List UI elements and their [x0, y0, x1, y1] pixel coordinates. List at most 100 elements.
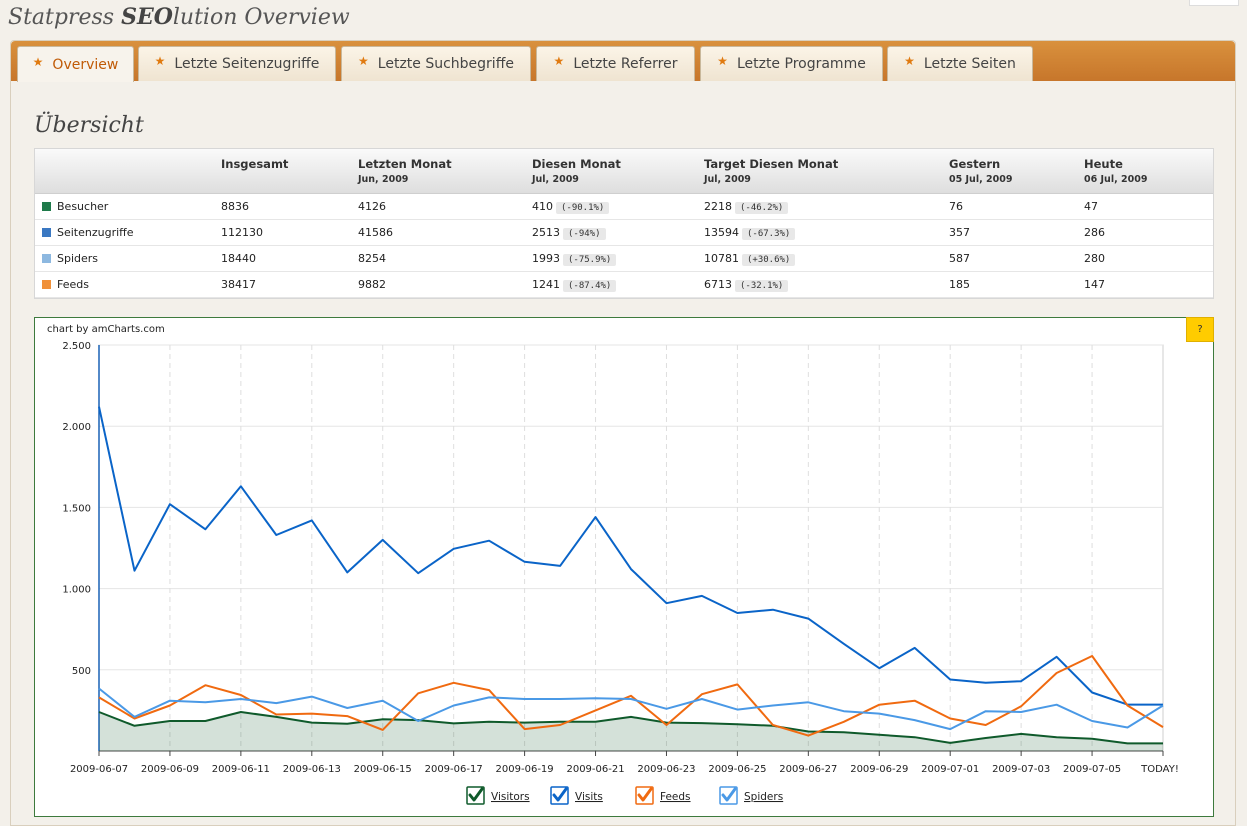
page-title-part2: lution Overview — [172, 5, 350, 30]
star-icon: ★ — [32, 54, 44, 69]
y-tick-label: 1.500 — [62, 503, 91, 514]
y-tick-label: 2.500 — [62, 341, 91, 352]
x-tick-label: 2009-07-05 — [1063, 764, 1121, 775]
tab-label: Letzte Suchbegriffe — [377, 56, 514, 72]
col-header-insgesamt: Insgesamt — [221, 157, 289, 171]
x-tick-label: 2009-06-15 — [354, 764, 412, 775]
table-row: Feeds 38417 9882 1241 (-87.4%) 6713 (-32.1%) 18… — [35, 272, 1213, 298]
tab-letzte-suchbegriffe[interactable]: ★ Letzte Suchbegriffe — [341, 46, 531, 81]
col-header-gestern: Gestern 05 Jul, 2009 — [949, 157, 1013, 185]
color-swatch — [42, 280, 51, 289]
cell-this-month: 410 (-90.1%) — [532, 200, 610, 214]
y-tick-label: 2.000 — [62, 422, 91, 433]
cell-yesterday: 357 — [949, 226, 970, 239]
check-icon — [552, 787, 568, 802]
legend-label-visits[interactable]: Visits — [575, 791, 603, 803]
tab-letzte-programme[interactable]: ★ Letzte Programme — [700, 46, 883, 81]
cell-total: 112130 — [221, 226, 263, 239]
x-tick-label: TODAY! — [1140, 764, 1179, 775]
stats-table-header: Insgesamt Letzten Monat Jun, 2009 Diesen … — [35, 149, 1213, 194]
page-title: Statpress SEOlution Overview — [8, 4, 350, 30]
table-row: Spiders 18440 8254 1993 (-75.9%) 10781 (+30.6%… — [35, 246, 1213, 272]
star-icon: ★ — [904, 54, 915, 68]
col-header-letzten-monat: Letzten Monat Jun, 2009 — [358, 157, 452, 185]
x-tick-label: 2009-06-13 — [283, 764, 341, 775]
x-tick-label: 2009-06-17 — [425, 764, 483, 775]
cell-today: 47 — [1084, 200, 1098, 213]
tab-bar: ★ Overview ★ Letzte Seitenzugriffe ★ Letzte… — [11, 41, 1235, 82]
cell-last-month: 9882 — [358, 278, 386, 291]
chart-credit: chart by amCharts.com — [47, 324, 165, 335]
tab-overview[interactable]: ★ Overview — [17, 46, 134, 82]
y-tick-label: 1.000 — [62, 585, 91, 596]
cell-target: 10781 (+30.6%) — [704, 252, 796, 266]
cell-this-month: 2513 (-94%) — [532, 226, 606, 240]
pct-badge: (+30.6%) — [742, 254, 796, 266]
cell-total: 18440 — [221, 252, 256, 265]
cell-total: 8836 — [221, 200, 249, 213]
cell-today: 280 — [1084, 252, 1105, 265]
table-row: Seitenzugriffe 112130 41586 2513 (-94%) 13594… — [35, 220, 1213, 246]
x-tick-label: 2009-06-11 — [212, 764, 270, 775]
x-tick-label: 2009-06-07 — [70, 764, 128, 775]
tab-letzte-referrer[interactable]: ★ Letzte Referrer — [536, 46, 695, 81]
cell-target: 2218 (-46.2%) — [704, 200, 789, 214]
cell-yesterday: 185 — [949, 278, 970, 291]
row-label: Feeds — [42, 278, 89, 291]
pct-badge: (-94%) — [563, 228, 606, 240]
main-panel: ★ Overview ★ Letzte Seitenzugriffe ★ Letzte… — [10, 40, 1236, 826]
cell-last-month: 8254 — [358, 252, 386, 265]
series-line-visits — [98, 406, 1163, 706]
color-swatch — [42, 254, 51, 263]
check-icon — [468, 787, 484, 802]
table-row: Besucher 8836 4126 410 (-90.1%) 2218 (-46.2%) 7… — [35, 194, 1213, 220]
corner-tab[interactable] — [1189, 0, 1239, 6]
row-label: Besucher — [42, 200, 108, 213]
tab-label: Letzte Seiten — [923, 56, 1016, 72]
x-tick-label: 2009-06-23 — [637, 764, 695, 775]
star-icon: ★ — [553, 54, 565, 68]
chart-container: ? chart by amCharts.com 500 1.000 1.500 2.00… — [34, 317, 1214, 817]
help-button[interactable]: ? — [1186, 317, 1214, 342]
cell-last-month: 4126 — [358, 200, 386, 213]
section-title: Übersicht — [34, 113, 144, 138]
tab-label: Letzte Seitenzugriffe — [174, 56, 320, 72]
star-icon: ★ — [717, 54, 728, 68]
color-swatch — [42, 228, 51, 237]
x-tick-label: 2009-06-09 — [141, 764, 199, 775]
line-chart: chart by amCharts.com 500 1.000 1.500 2.000 2… — [47, 324, 1179, 805]
pct-badge: (-67.3%) — [742, 228, 796, 240]
cell-last-month: 41586 — [358, 226, 393, 239]
cell-today: 147 — [1084, 278, 1105, 291]
tab-letzte-seitenzugriffe[interactable]: ★ Letzte Seitenzugriffe — [138, 46, 336, 81]
pct-badge: (-87.4%) — [563, 280, 617, 292]
cell-target: 6713 (-32.1%) — [704, 278, 789, 292]
pct-badge: (-46.2%) — [735, 202, 789, 214]
y-tick-label: 500 — [72, 666, 91, 677]
series-line-feeds — [98, 655, 1164, 737]
x-tick-label: 2009-07-03 — [992, 764, 1050, 775]
col-header-diesen-monat: Diesen Monat Jul, 2009 — [532, 157, 621, 185]
x-tick-label: 2009-06-25 — [708, 764, 766, 775]
legend-label-visitors[interactable]: Visitors — [491, 791, 530, 803]
cell-this-month: 1241 (-87.4%) — [532, 278, 617, 292]
tab-label: Overview — [52, 56, 119, 73]
series-line-spiders — [98, 687, 1164, 731]
row-label: Seitenzugriffe — [42, 226, 134, 239]
tab-letzte-seiten[interactable]: ★ Letzte Seiten — [887, 46, 1033, 81]
cell-total: 38417 — [221, 278, 256, 291]
cell-target: 13594 (-67.3%) — [704, 226, 796, 240]
tab-label: Letzte Programme — [736, 56, 866, 72]
cell-yesterday: 587 — [949, 252, 970, 265]
stats-table: Insgesamt Letzten Monat Jun, 2009 Diesen … — [34, 148, 1214, 299]
legend-label-spiders[interactable]: Spiders — [744, 791, 783, 803]
cell-today: 286 — [1084, 226, 1105, 239]
pct-badge: (-90.1%) — [556, 202, 610, 214]
cell-this-month: 1993 (-75.9%) — [532, 252, 617, 266]
legend-label-feeds[interactable]: Feeds — [660, 791, 691, 803]
page-title-bold: SEO — [121, 4, 173, 30]
row-label: Spiders — [42, 252, 98, 265]
x-tick-label: 2009-06-27 — [779, 764, 837, 775]
x-tick-label: 2009-07-01 — [921, 764, 979, 775]
x-tick-label: 2009-06-21 — [566, 764, 624, 775]
